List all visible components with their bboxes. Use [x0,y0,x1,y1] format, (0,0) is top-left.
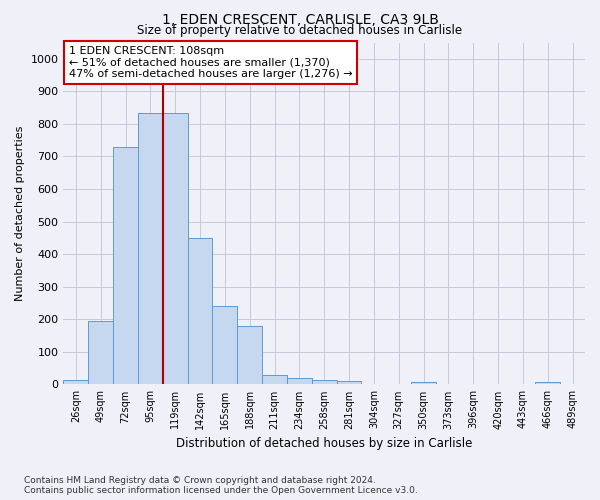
Bar [287,378,312,384]
Bar [337,381,361,384]
Bar [237,326,262,384]
Text: Size of property relative to detached houses in Carlisle: Size of property relative to detached ho… [137,24,463,37]
Bar [212,306,237,384]
Bar [113,146,138,384]
Y-axis label: Number of detached properties: Number of detached properties [15,126,25,301]
Text: 1, EDEN CRESCENT, CARLISLE, CA3 9LB: 1, EDEN CRESCENT, CARLISLE, CA3 9LB [161,12,439,26]
Bar [411,382,436,384]
Text: 1 EDEN CRESCENT: 108sqm
← 51% of detached houses are smaller (1,370)
47% of semi: 1 EDEN CRESCENT: 108sqm ← 51% of detache… [68,46,352,79]
Bar [188,238,212,384]
Bar [312,380,337,384]
X-axis label: Distribution of detached houses by size in Carlisle: Distribution of detached houses by size … [176,437,472,450]
Bar [163,112,188,384]
Text: Contains HM Land Registry data © Crown copyright and database right 2024.
Contai: Contains HM Land Registry data © Crown c… [24,476,418,495]
Bar [535,382,560,384]
Bar [262,374,287,384]
Bar [64,380,88,384]
Bar [88,321,113,384]
Bar [138,112,163,384]
